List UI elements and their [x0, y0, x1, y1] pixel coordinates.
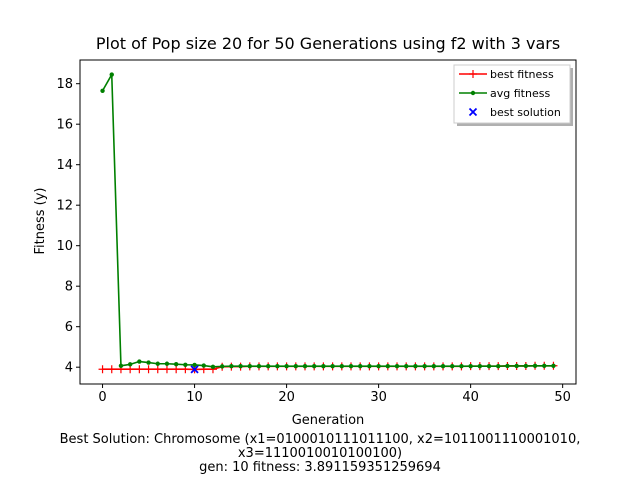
y-tick-label: 4	[65, 361, 73, 376]
best-solution-caption-line-3: gen: 10 fitness: 3.891159351259694	[199, 460, 441, 475]
avg-fitness-point	[183, 362, 188, 367]
avg-fitness-point	[551, 363, 556, 368]
avg-fitness-point	[394, 363, 400, 369]
avg-fitness-point	[164, 361, 170, 366]
legend-avg-fitness-marker	[470, 90, 476, 96]
avg-fitness-point	[431, 363, 437, 369]
avg-fitness-point	[514, 363, 519, 369]
y-tick-label: 12	[56, 199, 73, 214]
avg-fitness-point	[523, 363, 529, 369]
y-tick-label: 10	[56, 239, 73, 254]
avg-fitness-point	[422, 363, 427, 369]
avg-fitness-point	[284, 363, 289, 369]
avg-fitness-point	[339, 363, 345, 369]
avg-fitness-point	[358, 363, 363, 369]
avg-fitness-point	[127, 362, 133, 367]
avg-fitness-point	[376, 363, 381, 369]
x-tick-label: 30	[370, 390, 387, 405]
y-tick-label: 6	[65, 320, 73, 335]
x-tick-label: 40	[462, 390, 479, 405]
avg-fitness-point	[321, 363, 326, 369]
avg-fitness-point	[385, 363, 391, 369]
avg-fitness-point	[275, 363, 280, 369]
x-tick-label: 0	[98, 390, 106, 405]
avg-fitness-point	[118, 363, 124, 368]
avg-fitness-point	[173, 361, 179, 367]
avg-fitness-point	[468, 363, 473, 369]
y-tick-label: 8	[65, 280, 73, 295]
chart-title: Plot of Pop size 20 for 50 Generations u…	[96, 34, 560, 53]
y-tick-label: 18	[56, 77, 73, 92]
legend: best fitness avg fitness best solution	[453, 64, 573, 126]
best-solution-point	[190, 365, 199, 374]
avg-fitness-point	[219, 364, 225, 369]
y-axis-label: Fitness (y)	[33, 188, 48, 255]
best-fitness-point	[107, 365, 116, 374]
avg-fitness-point	[100, 88, 105, 93]
legend-best-fitness-label: best fitness	[490, 68, 554, 81]
x-tick-label: 20	[278, 390, 295, 405]
best-solution-caption-line-2: x3=1110010010100100)	[237, 446, 403, 461]
legend-best-solution-label: best solution	[490, 106, 561, 119]
avg-fitness-point	[532, 363, 538, 368]
avg-fitness-point	[505, 363, 510, 369]
x-tick-label: 50	[554, 390, 571, 405]
avg-fitness-point	[293, 363, 298, 369]
avg-fitness-point	[247, 363, 252, 369]
best-solution-caption-line-1: Best Solution: Chromosome (x1=0100010111…	[59, 432, 581, 447]
legend-best-fitness-marker	[469, 70, 477, 78]
avg-fitness-point	[210, 364, 216, 369]
avg-fitness-point	[404, 363, 409, 369]
avg-fitness-point	[477, 363, 483, 369]
avg-fitness-point	[459, 363, 464, 369]
avg-fitness-point	[192, 362, 197, 368]
best-fitness-point	[153, 365, 162, 374]
best-fitness-point	[135, 365, 144, 374]
plot-area: 0 10 20 30 40 50 4 6 8 10 12 14 16 18	[56, 59, 577, 405]
legend-best-solution-marker	[468, 107, 478, 117]
avg-fitness-point	[413, 363, 418, 369]
avg-fitness-point	[330, 363, 335, 369]
avg-fitness-point	[155, 361, 160, 366]
axes-frame	[79, 59, 577, 385]
avg-fitness-point	[229, 363, 234, 369]
avg-fitness-point	[496, 363, 501, 369]
avg-fitness-point	[256, 363, 262, 369]
avg-fitness-point	[265, 363, 271, 369]
avg-fitness-point	[542, 363, 547, 368]
x-axis-label: Generation	[292, 413, 365, 428]
avg-fitness-point	[137, 359, 142, 364]
best-fitness-point	[172, 365, 181, 374]
y-tick-label: 14	[56, 158, 73, 173]
avg-fitness-point	[311, 363, 317, 369]
avg-fitness-point	[440, 363, 446, 369]
x-tick-label: 10	[186, 390, 203, 405]
avg-fitness-point	[109, 72, 114, 77]
legend-avg-fitness-label: avg fitness	[490, 87, 550, 100]
avg-fitness-point	[486, 363, 492, 369]
avg-fitness-point	[238, 363, 243, 369]
avg-fitness-point	[302, 363, 308, 369]
y-tick-label: 16	[56, 118, 73, 133]
avg-fitness-point	[367, 363, 372, 369]
avg-fitness-point	[450, 363, 455, 369]
best-fitness-point	[98, 365, 107, 374]
avg-fitness-point	[348, 363, 354, 369]
avg-fitness-point	[146, 360, 151, 365]
avg-fitness-point	[201, 363, 206, 368]
best-fitness-point	[144, 365, 153, 374]
best-fitness-point	[162, 365, 171, 374]
